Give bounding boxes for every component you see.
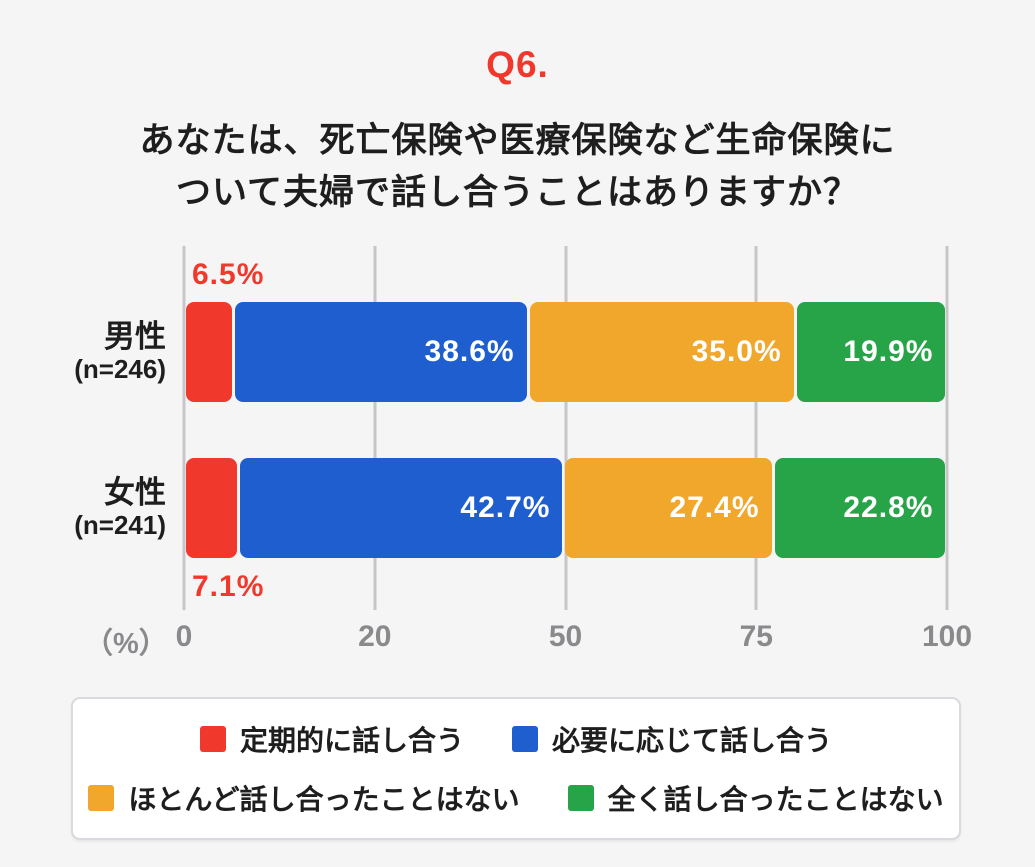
bar-segment: 42.7% [239, 458, 563, 558]
gridline [373, 246, 377, 610]
legend-row: ほとんど話し合ったことはない 全く話し合ったことはない [73, 778, 959, 818]
category-name: 男性 [104, 318, 166, 354]
legend-item: 必要に応じて話し合う [512, 719, 832, 759]
legend-label: 全く話し合ったことはない [607, 784, 944, 816]
gridline [754, 246, 758, 610]
legend-label: ほとんど話し合ったことはない [128, 784, 520, 816]
legend-row: 定期的に話し合う 必要に応じて話し合う [73, 719, 959, 759]
bar-segment [185, 302, 233, 402]
bar-row-female: 42.7% 27.4% 22.8% [184, 458, 947, 558]
legend-item: 全く話し合ったことはない [567, 778, 944, 818]
bar-segment: 38.6% [235, 302, 527, 402]
category-label-male: 男性 (n=246) [0, 302, 166, 402]
category-sample-size: (n=246) [74, 354, 166, 385]
question-title-line1: あなたは、死亡保険や医療保険など生命保険に [139, 121, 896, 160]
segment-value-label: 35.0% [691, 335, 782, 368]
axis-unit-label: （%） [84, 628, 168, 660]
segment-value-label: 19.9% [843, 335, 934, 368]
category-name: 女性 [104, 474, 166, 510]
bar-segment: 19.9% [796, 302, 946, 402]
legend-swatch [512, 725, 538, 752]
segment-value-label: 42.7% [460, 491, 551, 524]
segment-value-label: 38.6% [424, 335, 515, 368]
gridline [564, 246, 567, 610]
x-tick-label: 20 [358, 620, 392, 653]
legend-swatch [567, 785, 594, 812]
x-tick-label: 50 [548, 620, 583, 653]
chart-plot-area: 6.5% 38.6% 35.0% 19.9% 7.1% 42.7% 27.4% 22.8% [182, 246, 949, 610]
bar-segment: 27.4% [565, 458, 772, 558]
outside-value-label: 6.5% [192, 258, 265, 291]
question-number: Q6. [486, 44, 549, 85]
legend: 定期的に話し合う 必要に応じて話し合う ほとんど話し合ったことはない 全く話し合ったこ… [71, 697, 961, 840]
question-title-line2: ついて夫婦で話し合うことはありますか？ [176, 173, 859, 212]
gridline [945, 246, 949, 610]
legend-item: 定期的に話し合う [199, 719, 464, 759]
gridline [182, 246, 186, 610]
x-tick-label: 75 [739, 620, 773, 653]
x-tick-label: 0 [175, 620, 193, 653]
legend-label: 定期的に話し合う [239, 724, 464, 756]
legend-label: 必要に応じて話し合う [552, 724, 833, 756]
legend-item: ほとんど話し合ったことはない [88, 778, 520, 818]
bar-row-male: 38.6% 35.0% 19.9% [184, 302, 947, 402]
category-sample-size: (n=241) [74, 510, 166, 541]
bar-segment: 35.0% [529, 302, 794, 402]
x-axis-tick-labels: 0 20 50 75 100 [176, 620, 972, 656]
category-label-female: 女性 (n=241) [0, 458, 166, 558]
segment-value-label: 27.4% [669, 491, 760, 524]
bar-segment: 22.8% [774, 458, 946, 558]
legend-swatch [88, 785, 115, 812]
x-tick-label: 100 [921, 620, 973, 653]
bar-segment [185, 458, 237, 558]
outside-value-label: 7.1% [192, 570, 265, 603]
segment-value-label: 22.8% [843, 491, 934, 524]
legend-swatch [199, 725, 226, 752]
